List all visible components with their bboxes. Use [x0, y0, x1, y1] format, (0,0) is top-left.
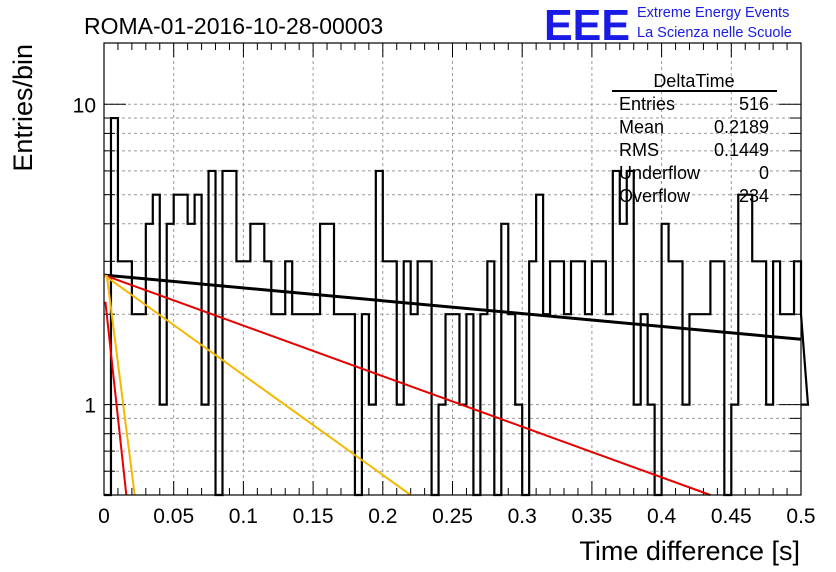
- eee-logo-line2: La Scienza nelle Scuole: [637, 25, 792, 41]
- x-tick-label: 0.2: [368, 505, 397, 528]
- stats-label: RMS: [619, 140, 659, 160]
- y-tick-label: 1: [84, 395, 96, 418]
- fit-line: [103, 273, 802, 341]
- x-tick-label: 0.45: [711, 505, 752, 528]
- fit-line: [103, 274, 711, 496]
- fit-line: [105, 274, 136, 496]
- plot-frame: [103, 42, 802, 496]
- stats-label: Mean: [619, 117, 664, 137]
- x-tick-label: 0.15: [293, 505, 334, 528]
- y-tick-labels: 1 10: [73, 94, 96, 417]
- stats-title: DeltaTime: [653, 71, 734, 91]
- y-axis-label: Entries/bin: [8, 44, 38, 172]
- stats-value: 234: [739, 186, 769, 206]
- stats-box: DeltaTime Entries 516 Mean 0.2189 RMS 0.…: [612, 71, 777, 206]
- stats-label: Underflow: [619, 163, 701, 183]
- stats-value: 0: [759, 163, 769, 183]
- eee-logo-mark: EEE: [544, 1, 630, 50]
- x-tick-label: 0.4: [647, 505, 677, 528]
- x-tick-label: 0.3: [508, 505, 537, 528]
- fit-lines: [103, 273, 802, 496]
- stats-value: 0.1449: [714, 140, 769, 160]
- grid: [104, 43, 801, 496]
- stats-label: Entries: [619, 94, 675, 114]
- chart-title: ROMA-01-2016-10-28-00003: [84, 13, 383, 39]
- x-tick-label: 0.35: [571, 505, 612, 528]
- eee-logo: EEE Extreme Energy Events La Scienza nel…: [544, 1, 792, 50]
- fit-line: [104, 301, 128, 496]
- x-axis-label: Time difference [s]: [579, 536, 800, 566]
- stats-label: Overflow: [619, 186, 691, 206]
- x-tick-label: 0.1: [229, 505, 258, 528]
- stats-value: 516: [739, 94, 769, 114]
- x-tick-label: 0: [98, 505, 110, 528]
- fit-line: [103, 274, 412, 496]
- x-tick-label: 0.25: [432, 505, 473, 528]
- x-tick-label: 0.05: [153, 505, 194, 528]
- axis-ticks: [103, 43, 802, 496]
- eee-logo-line1: Extreme Energy Events: [637, 5, 789, 21]
- y-tick-label: 10: [73, 94, 96, 117]
- x-tick-labels: 0 0.05 0.1 0.15 0.2 0.25 0.3 0.35 0.4 0.45 0.5: [98, 505, 815, 528]
- stats-value: 0.2189: [714, 117, 769, 137]
- x-tick-label: 0.5: [786, 505, 815, 528]
